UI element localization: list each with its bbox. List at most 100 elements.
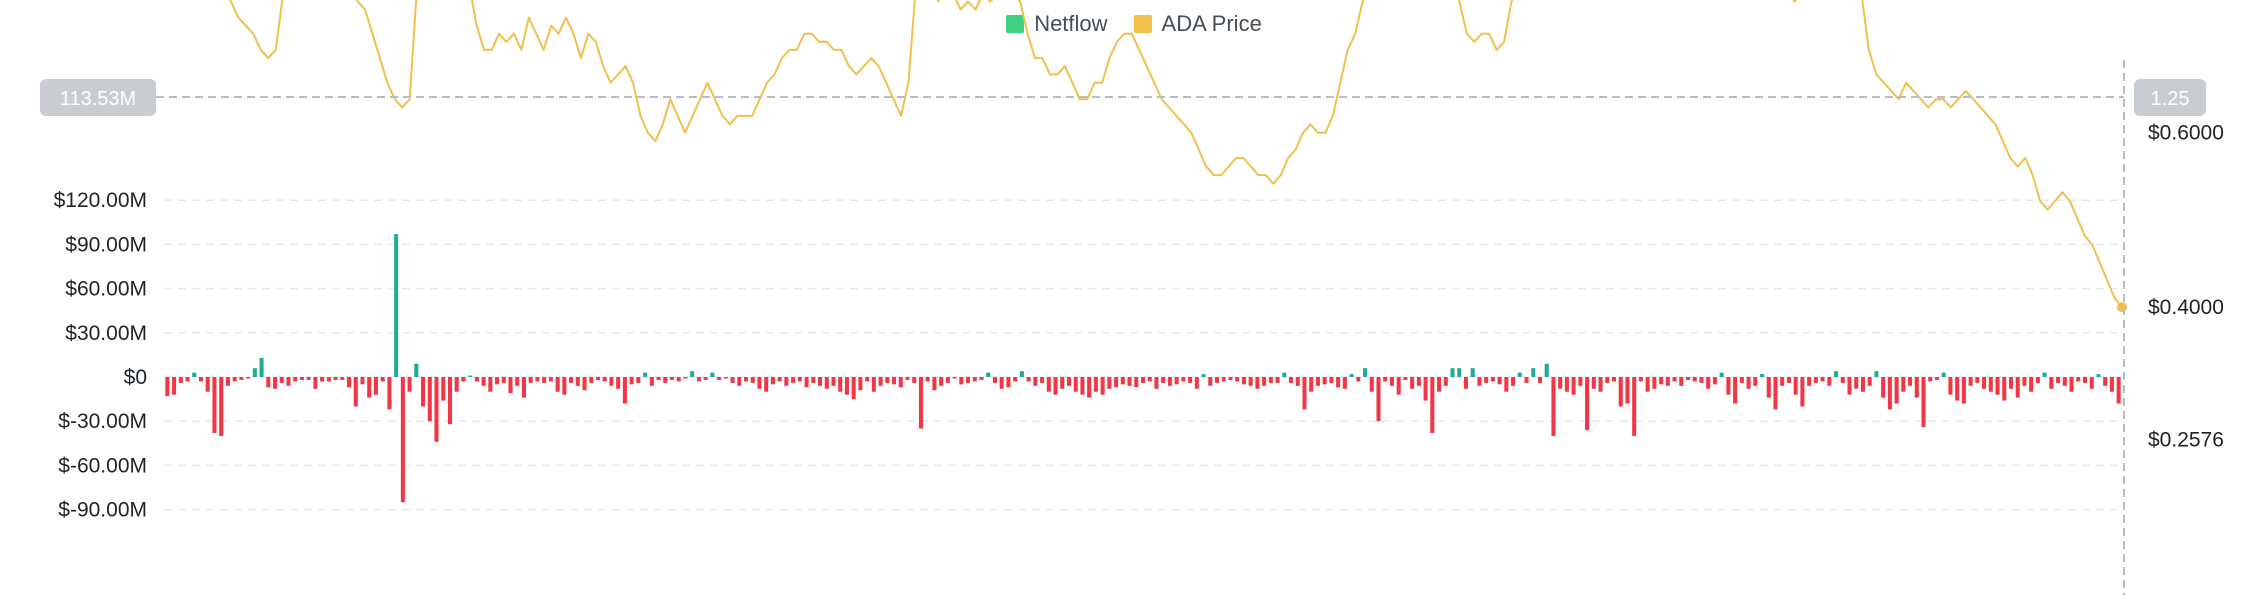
netflow-bar (1961, 377, 1966, 404)
netflow-bar (1262, 377, 1267, 386)
netflow-bar (1087, 377, 1092, 398)
netflow-bar (743, 377, 749, 382)
netflow-bar (1194, 377, 1199, 389)
netflow-bar (1235, 377, 1240, 382)
netflow-bar (1302, 377, 1307, 410)
netflow-bar (528, 377, 533, 383)
netflow-bar (1840, 377, 1845, 383)
y-right-tick-label: $0.6000 (2148, 122, 2224, 145)
netflow-bar (198, 377, 204, 382)
netflow-bar (1356, 377, 1361, 382)
netflow-bar (165, 377, 170, 397)
netflow-bar (1073, 377, 1078, 392)
netflow-bar (629, 377, 634, 385)
netflow-bar (360, 377, 365, 385)
netflow-bar (461, 377, 466, 382)
netflow-bar (1706, 377, 1711, 389)
netflow-bar (1908, 377, 1913, 386)
netflow-bar (1315, 377, 1320, 386)
crosshair-right-value: 1.25 (2151, 88, 2190, 110)
netflow-bar (1504, 377, 1509, 392)
netflow-bar (2022, 377, 2027, 386)
netflow-bar (757, 377, 762, 389)
netflow-bar (804, 377, 809, 388)
netflow-bar (818, 377, 823, 386)
netflow-bar (1645, 377, 1650, 392)
netflow-bar (1618, 377, 1623, 407)
netflow-bar (569, 377, 574, 383)
netflow-bar (1322, 377, 1327, 385)
netflow-bar (1490, 377, 1495, 382)
netflow-bar (212, 377, 217, 433)
netflow-bar (1470, 368, 1475, 377)
netflow-bar (225, 377, 230, 386)
netflow-bar (703, 377, 708, 380)
netflow-bar (1295, 377, 1300, 386)
netflow-bar (273, 377, 278, 389)
netflow-bar (1376, 377, 1381, 422)
netflow-bar (912, 377, 917, 383)
netflow-bar (636, 377, 641, 383)
netflow-bar (1793, 377, 1798, 395)
netflow-bar (1881, 377, 1886, 398)
netflow-bar (966, 377, 971, 383)
netflow-bar (320, 377, 325, 382)
netflow-bar (589, 377, 594, 383)
chart-legend: Netflow ADA Price (0, 10, 2268, 38)
netflow-bar (1363, 368, 1368, 377)
netflow-bar (1733, 377, 1738, 404)
netflow-bar (562, 377, 567, 395)
netflow-bar (1975, 377, 1980, 383)
netflow-bar (2096, 374, 2101, 377)
netflow-bar (1941, 372, 1946, 377)
netflow-bar (1867, 377, 1872, 386)
netflow-bar (649, 377, 654, 386)
netflow-bar (1773, 377, 1778, 410)
netflow-bar (2103, 377, 2108, 386)
netflow-bar (239, 377, 244, 380)
netflow-bar (367, 377, 372, 398)
netflow-bar (643, 372, 648, 377)
netflow-bar (427, 377, 432, 422)
netflow-bar (1389, 377, 1394, 386)
netflow-bar (811, 377, 816, 383)
legend-label-ada-price: ADA Price (1161, 11, 1262, 36)
netflow-bar (1564, 377, 1569, 392)
netflow-bar (683, 377, 688, 379)
netflow-bar (1598, 377, 1603, 392)
netflow-bar (266, 377, 271, 388)
netflow-bar (2029, 377, 2034, 392)
netflow-bar (205, 377, 210, 392)
legend-item-netflow[interactable]: Netflow (1006, 11, 1108, 37)
netflow-bar (871, 377, 876, 392)
netflow-bar (1349, 374, 1354, 377)
netflow-bar (1437, 377, 1442, 392)
netflow-bar (421, 377, 426, 407)
legend-item-ada-price[interactable]: ADA Price (1133, 11, 1262, 37)
netflow-bar (1033, 377, 1038, 386)
netflow-bar (1511, 377, 1516, 386)
netflow-bar (602, 377, 607, 382)
netflow-bar (1531, 368, 1536, 377)
netflow-bar (898, 377, 903, 388)
netflow-bar (797, 377, 802, 382)
netflow-bar (622, 377, 627, 404)
y-right-tick-label: $0.4000 (2148, 296, 2224, 319)
netflow-bar (286, 377, 291, 386)
netflow-bar (676, 377, 681, 382)
netflow-bar (2008, 377, 2013, 389)
y-left-tick-label: $120.00M (54, 189, 147, 212)
netflow-bar (178, 377, 183, 383)
ada-price-line (229, 0, 2123, 308)
netflow-bar (609, 377, 614, 386)
crosshair-right-badge (2134, 79, 2206, 116)
netflow-bar (1013, 377, 1018, 382)
netflow-bar (1396, 377, 1401, 395)
netflow-bar (1329, 377, 1334, 383)
netflow-bar (1463, 377, 1468, 389)
netflow-bar (1786, 377, 1791, 383)
netflow-bar (2042, 372, 2047, 377)
netflow-bar (2049, 377, 2054, 389)
netflow-bar (192, 372, 197, 377)
